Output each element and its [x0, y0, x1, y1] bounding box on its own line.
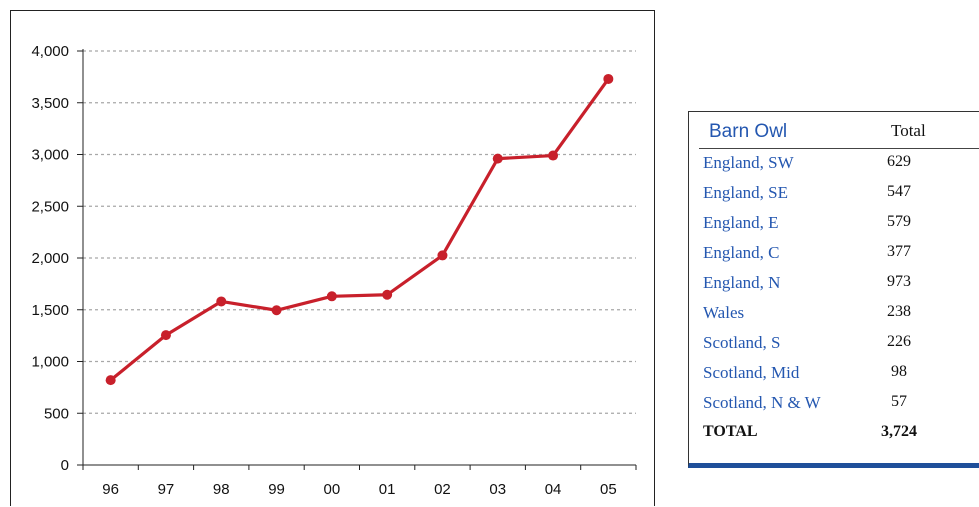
x-tick-labels: 96 97 98 99 00 01 02 03 04 05: [102, 481, 616, 498]
row-region: Scotland, Mid: [703, 363, 800, 382]
total-value: 3,724: [881, 423, 917, 440]
row-region: England, N: [703, 273, 781, 292]
x-tick-label: 03: [489, 481, 506, 498]
table-row: England, N 973: [689, 273, 979, 303]
y-tick-label: 3,500: [31, 95, 69, 112]
y-tick-label: 3,000: [31, 147, 69, 164]
barn-owl-table: Barn Owl Total England, SW 629 England, …: [688, 111, 979, 468]
series-line: [109, 77, 610, 382]
row-total: 57: [891, 393, 907, 410]
x-tick-label: 00: [324, 481, 341, 498]
y-tick-label: 4,000: [31, 43, 69, 60]
data-point: [382, 289, 393, 300]
x-tick-label: 05: [600, 481, 617, 498]
table-row: Scotland, N & W 57: [689, 393, 979, 423]
y-tick-label: 500: [44, 405, 69, 422]
axis-layer: [77, 49, 637, 470]
table-row: England, SW 629: [689, 153, 979, 183]
row-region: Scotland, S: [703, 333, 781, 352]
x-tick-label: 96: [102, 481, 119, 498]
table-header-divider: [699, 148, 979, 149]
data-point: [105, 375, 116, 386]
row-region: England, E: [703, 213, 779, 232]
y-tick-label: 1,500: [31, 302, 69, 319]
table-row: Scotland, S 226: [689, 333, 979, 363]
series-layer: [105, 73, 614, 386]
data-point: [603, 73, 614, 84]
table-header-total: Total: [891, 121, 926, 140]
data-point: [271, 305, 282, 316]
y-tick-labels: 0 500 1,000 1,500 2,000 2,500 3,000 3,500 4,000: [31, 43, 69, 474]
y-tick-label: 1,000: [31, 354, 69, 371]
data-point: [216, 296, 227, 307]
table-row: England, C 377: [689, 243, 979, 273]
data-point: [437, 250, 448, 261]
row-region: England, SE: [703, 183, 788, 202]
table-header-species: Barn Owl: [709, 121, 788, 142]
row-total: 238: [887, 303, 911, 320]
table-row: Wales 238: [689, 303, 979, 333]
table-total-row: TOTAL 3,724: [689, 423, 979, 453]
row-total: 973: [887, 273, 911, 290]
table-row: Scotland, Mid 98: [689, 363, 979, 393]
total-label: TOTAL: [703, 423, 758, 440]
grid-layer: [83, 50, 636, 414]
row-region: Scotland, N & W: [703, 393, 821, 412]
y-tick-label: 2,500: [31, 198, 69, 215]
chart-svg: 05001,0001,5002,0002,5003,0003,5004,000 …: [31, 43, 637, 498]
row-total: 226: [887, 333, 911, 350]
data-point: [548, 150, 559, 161]
row-total: 629: [887, 153, 911, 170]
table-row: England, E 579: [689, 213, 979, 243]
x-tick-label: 98: [213, 481, 230, 498]
row-total: 579: [887, 213, 911, 230]
row-region: England, C: [703, 243, 780, 262]
x-tick-label: 99: [268, 481, 285, 498]
y-tick-label: 0: [61, 457, 69, 474]
x-tick-label: 01: [379, 481, 396, 498]
row-region: Wales: [703, 303, 745, 322]
x-tick-label: 97: [158, 481, 175, 498]
row-total: 547: [887, 183, 911, 200]
line-chart: 0 500 1,000 1,500 2,000 2,500 3,000 3,500 4,000 …: [10, 10, 655, 506]
data-point: [160, 330, 171, 341]
table-row: England, SE 547: [689, 183, 979, 213]
row-total: 98: [891, 363, 907, 380]
row-region: England, SW: [703, 153, 794, 172]
row-total: 377: [887, 243, 911, 260]
y-tick-label: 2,000: [31, 250, 69, 267]
data-point: [492, 153, 503, 164]
x-tick-label: 04: [545, 481, 562, 498]
x-tick-label: 02: [434, 481, 451, 498]
data-point: [326, 291, 337, 302]
